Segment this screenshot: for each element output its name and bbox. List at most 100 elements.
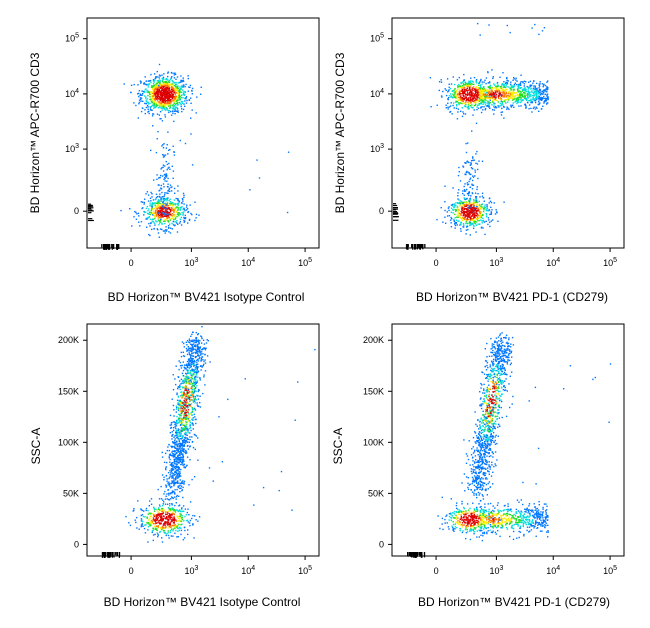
- event-dot: [167, 482, 169, 484]
- event-dot: [496, 212, 498, 214]
- event-dot: [474, 214, 477, 216]
- event-dot: [166, 84, 169, 86]
- event-dot: [182, 79, 184, 81]
- event-dot: [545, 98, 547, 100]
- event-dot: [176, 516, 179, 518]
- event-dot: [450, 226, 453, 228]
- event-dot: [458, 209, 460, 211]
- event-dot: [186, 438, 189, 440]
- event-dot: [186, 411, 189, 413]
- event-dot: [485, 214, 488, 216]
- event-dot: [180, 85, 183, 87]
- event-dot: [180, 395, 182, 397]
- event-dot: [498, 89, 500, 92]
- event-dot: [178, 527, 180, 529]
- event-dot: [190, 348, 192, 350]
- event-dot: [476, 215, 479, 217]
- event-dot: [177, 212, 179, 214]
- event-dot: [169, 100, 171, 102]
- event-dot: [192, 387, 194, 389]
- event-dot: [481, 192, 484, 194]
- event-dot: [173, 99, 175, 101]
- event-dot: [543, 101, 545, 103]
- event-dot: [454, 96, 456, 98]
- event-dot: [526, 97, 528, 99]
- event-dot: [538, 33, 540, 36]
- event-dot: [162, 154, 164, 156]
- event-dot: [460, 82, 462, 84]
- event-dot: [161, 222, 163, 224]
- event-dot: [543, 27, 546, 29]
- event-dot: [197, 388, 200, 391]
- event-dot: [151, 97, 153, 100]
- event-dot: [195, 365, 198, 368]
- event-dot: [197, 376, 199, 378]
- event-dot: [163, 493, 165, 495]
- event-dot: [537, 95, 539, 97]
- event-dot: [165, 534, 167, 537]
- event-dot: [152, 103, 155, 105]
- event-dot: [172, 512, 174, 514]
- event-dot: [158, 514, 160, 517]
- event-dot: [167, 205, 169, 207]
- event-dot: [150, 95, 153, 97]
- event-dot: [475, 231, 477, 233]
- event-dot: [485, 95, 487, 97]
- event-dot: [151, 204, 154, 206]
- event-dot: [467, 85, 469, 88]
- event-dot: [161, 109, 163, 111]
- event-dot: [467, 94, 469, 97]
- event-dot: [480, 99, 482, 101]
- event-dot: [471, 212, 474, 214]
- event-dot: [159, 530, 161, 533]
- event-dot: [529, 85, 532, 88]
- event-dot: [490, 206, 492, 208]
- event-dot: [160, 94, 162, 97]
- event-dot: [157, 88, 159, 90]
- event-dot: [180, 452, 182, 454]
- event-dot: [152, 527, 155, 529]
- event-dot: [156, 84, 158, 86]
- event-dot: [473, 220, 475, 223]
- event-dot: [141, 207, 143, 210]
- event-dot: [465, 220, 468, 222]
- event-dot: [184, 467, 186, 469]
- event-dot: [448, 95, 451, 97]
- event-dot: [159, 118, 161, 120]
- event-dot: [471, 98, 474, 100]
- event-dot: [518, 96, 520, 98]
- event-dot: [140, 514, 142, 517]
- event-dot: [192, 401, 194, 403]
- event-dot: [171, 512, 173, 515]
- event-dot: [502, 94, 504, 96]
- event-dot: [196, 361, 198, 363]
- y-tick-label: 103: [370, 143, 384, 154]
- event-dot: [187, 420, 189, 422]
- axis-rug-mark: [424, 244, 426, 248]
- event-dot: [523, 83, 525, 85]
- event-dot: [161, 508, 163, 510]
- event-dot: [180, 449, 182, 451]
- event-dot: [147, 111, 149, 113]
- event-dot: [168, 481, 170, 483]
- event-dot: [166, 108, 168, 110]
- event-dot: [525, 90, 527, 92]
- event-dot: [183, 386, 186, 388]
- event-dot: [501, 107, 503, 110]
- event-dot: [180, 444, 183, 446]
- event-dot: [128, 522, 130, 524]
- event-dot: [185, 465, 187, 468]
- event-dot: [169, 474, 171, 476]
- event-dot: [135, 104, 137, 107]
- event-dot: [188, 419, 190, 421]
- event-dot: [156, 113, 159, 115]
- event-dot: [467, 89, 470, 91]
- event-dot: [481, 206, 483, 208]
- event-dot: [450, 211, 452, 213]
- event-dot: [162, 509, 164, 511]
- event-dot: [152, 534, 155, 536]
- event-dot: [174, 471, 176, 473]
- event-dot: [502, 92, 504, 94]
- event-dot: [170, 468, 173, 470]
- event-dot: [535, 92, 537, 95]
